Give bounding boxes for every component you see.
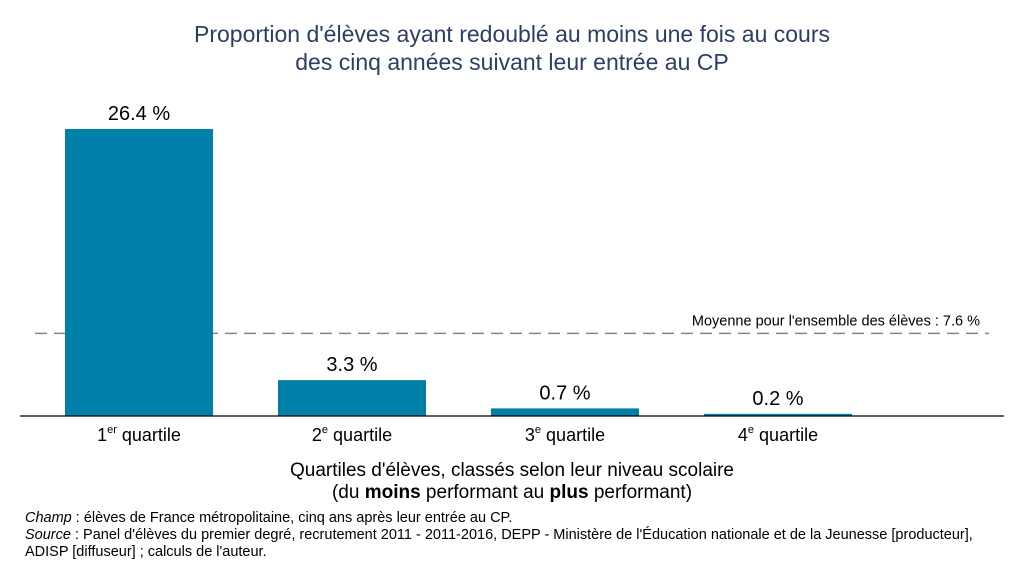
champ-note: Champ : élèves de France métropolitaine,… (25, 510, 1005, 527)
x-axis-label-text: performant) (588, 482, 693, 503)
bar-value-label-3: 0.7 % (539, 382, 590, 404)
champ-label: Champ (25, 510, 72, 526)
x-tick-label-3: 3e quartile (525, 424, 605, 445)
champ-text: : élèves de France métropolitaine, cinq … (71, 510, 513, 526)
x-axis-label-line-1: Quartiles d'élèves, classés selon leur n… (289, 460, 734, 481)
bar-value-label-4: 0.2 % (752, 388, 803, 410)
bar-3 (491, 408, 639, 416)
x-tick-label-2: 2e quartile (312, 424, 392, 445)
x-axis-label-text: (du (331, 482, 365, 503)
x-axis-label-line-2: (du moins performant au plus performant) (0, 482, 1024, 504)
chart-title-line-2: des cinq années suivant leur entrée au C… (295, 49, 729, 75)
chart-title: Proportion d'élèves ayant redoublé au mo… (0, 20, 1024, 76)
average-reference-label: Moyenne pour l'ensemble des élèves : 7.6… (692, 313, 980, 329)
x-tick-label-1: 1er quartile (97, 424, 181, 445)
bar-1 (65, 129, 213, 416)
chart-title-line-1: Proportion d'élèves ayant redoublé au mo… (193, 21, 830, 47)
source-note: Champ : élèves de France métropolitaine,… (25, 510, 1005, 561)
x-axis-label-bold-plus: plus (549, 482, 589, 503)
source-label: Source (25, 527, 71, 543)
x-axis-label-text: performant au (420, 482, 550, 503)
bar-value-label-1: 26.4 % (108, 103, 170, 125)
x-axis-label: Quartiles d'élèves, classés selon leur n… (0, 460, 1024, 504)
bar-2 (278, 380, 426, 416)
x-axis-label-bold-moins: moins (364, 482, 421, 503)
bar-value-label-2: 3.3 % (326, 354, 377, 376)
bar-chart: Moyenne pour l'ensemble des élèves : 7.6… (20, 103, 1004, 445)
x-tick-label-4: 4e quartile (738, 424, 818, 445)
bar-4 (704, 413, 852, 416)
source-line: Source : Panel d'élèves du premier degré… (25, 527, 1005, 561)
source-text: : Panel d'élèves du premier degré, recru… (25, 527, 973, 560)
